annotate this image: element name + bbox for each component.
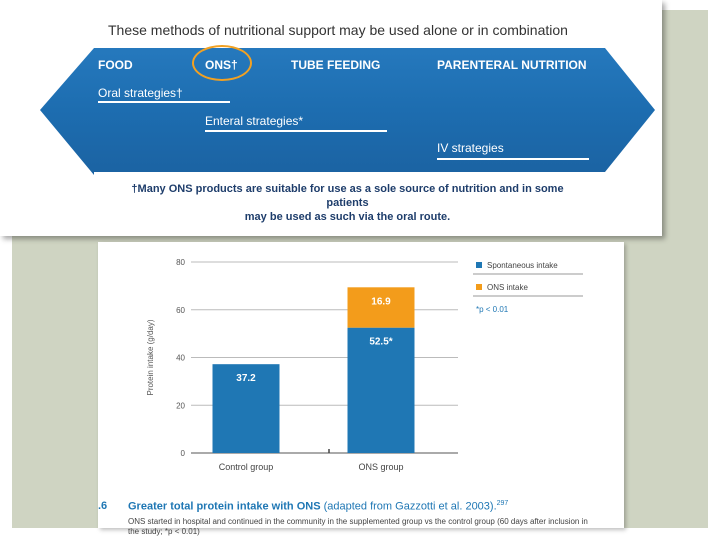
y-tick-label: 40 (176, 354, 185, 363)
enteral-strategies-label: Enteral strategies* (205, 114, 304, 128)
x-tick-label: Control group (219, 462, 274, 472)
bar-value-label: 16.9 (371, 296, 391, 307)
enteral-strategies-line (205, 130, 387, 132)
figure-title-bold: Greater total protein intake with ONS (128, 500, 321, 513)
category-parenteral-nutrition: PARENTERAL NUTRITION (437, 58, 587, 72)
category-food: FOOD (98, 58, 133, 72)
footnote-line-1: †Many ONS products are suitable for use … (131, 183, 564, 209)
figure-reference: 297 (496, 500, 509, 507)
protein-intake-chart: 0 20 40 60 80 Protein intake (g/day) 37.2 Contr… (146, 258, 583, 472)
nutrition-methods-diagram: These methods of nutritional support may… (0, 0, 662, 236)
bar-value-label: 37.2 (236, 373, 256, 384)
figure-title-rest: (adapted from Gazzotti et al. 2003). (320, 500, 497, 513)
legend-swatch (476, 284, 482, 290)
figure-number: .6 (98, 500, 108, 512)
oral-strategies-label: Oral strategies† (98, 86, 183, 100)
category-tube-feeding: TUBE FEEDING (291, 58, 381, 72)
figure-title: Greater total protein intake with ONS (a… (128, 500, 508, 513)
iv-strategies-label: IV strategies (437, 141, 504, 155)
diagram-footnote: †Many ONS products are suitable for use … (110, 182, 585, 224)
x-tick-label: ONS group (358, 462, 403, 472)
iv-strategies-line (437, 158, 589, 160)
bar-ons-1 (347, 287, 415, 328)
bar-spontaneous-1 (347, 327, 415, 453)
footnote-line-2: may be used as such via the oral route. (244, 211, 451, 223)
legend-label: ONS intake (487, 283, 528, 292)
figure-caption-body: ONS started in hospital and continued in… (128, 517, 588, 536)
protein-intake-chart-card: 0 20 40 60 80 Protein intake (g/day) 37.2 Contr… (98, 242, 624, 536)
y-tick-label: 60 (176, 306, 185, 315)
bar-spontaneous-0 (212, 364, 280, 453)
legend-swatch (476, 262, 482, 268)
bar-value-label: 52.5* (369, 337, 392, 348)
ons-highlight-circle (192, 45, 252, 81)
y-tick-label: 20 (176, 401, 185, 410)
y-tick-label: 80 (176, 258, 185, 267)
significance-note: *p < 0.01 (476, 305, 509, 314)
y-tick-label: 0 (181, 449, 186, 458)
legend-label: Spontaneous intake (487, 261, 558, 270)
y-axis-label: Protein intake (g/day) (146, 319, 155, 395)
oral-strategies-line (98, 101, 230, 103)
diagram-title: These methods of nutritional support may… (108, 22, 568, 38)
